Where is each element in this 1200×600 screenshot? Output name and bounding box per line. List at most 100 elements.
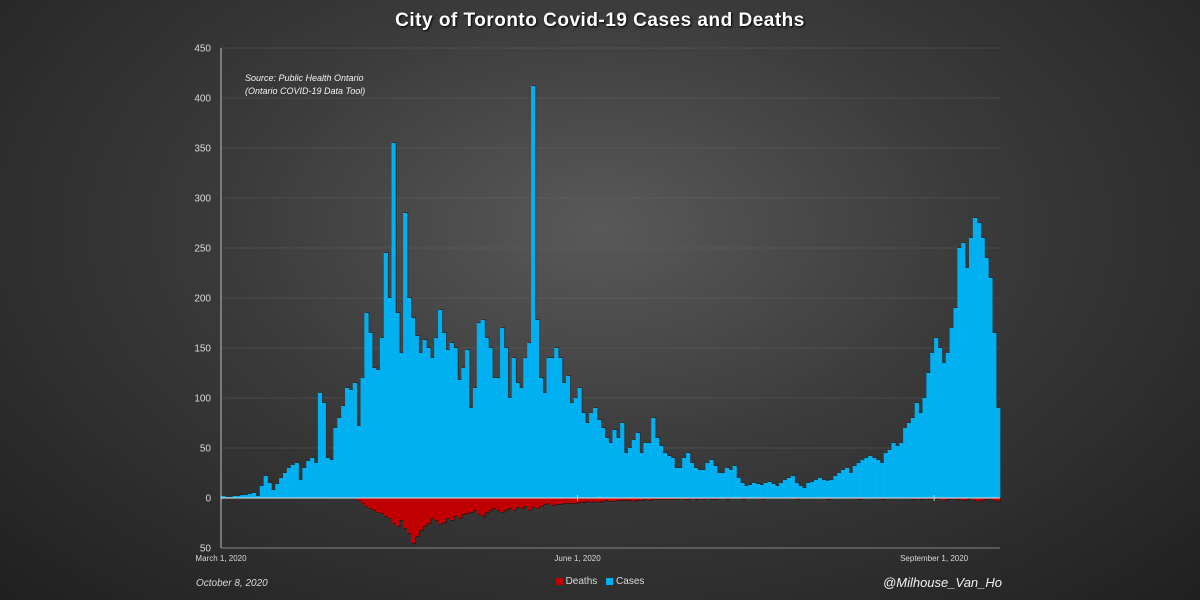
- cases-bar: [589, 413, 594, 498]
- cases-bar: [972, 218, 978, 498]
- cases-bar: [457, 380, 462, 498]
- cases-bar: [593, 408, 598, 498]
- cases-bar: [655, 438, 660, 498]
- cases-bar: [934, 338, 939, 498]
- cases-bar: [550, 358, 555, 498]
- cases-bar: [848, 473, 854, 498]
- cases-bar: [438, 310, 443, 498]
- cases-bar: [755, 484, 761, 498]
- cases-bar: [616, 438, 621, 498]
- cases-bar: [410, 318, 416, 498]
- deaths-bar: [476, 498, 481, 514]
- cases-bar: [918, 413, 923, 498]
- cases-bar: [996, 408, 1001, 498]
- cases-bar: [868, 456, 873, 498]
- cases-bar: [837, 473, 842, 498]
- x-tick-label: June 1, 2020: [554, 554, 601, 563]
- cases-bar: [472, 388, 478, 498]
- cases-bar: [352, 383, 357, 498]
- cases-bar: [651, 418, 656, 498]
- deaths-bar: [484, 498, 489, 512]
- cases-bar: [271, 490, 276, 498]
- cases-bar: [879, 463, 885, 498]
- deaths-bar: [554, 498, 559, 504]
- deaths-bar: [608, 498, 613, 501]
- cases-bar: [360, 378, 365, 498]
- cases-bar: [624, 453, 629, 498]
- cases-bar: [275, 484, 280, 498]
- deaths-bar: [624, 498, 629, 500]
- cases-bar: [573, 398, 578, 498]
- cases-bar: [833, 476, 838, 498]
- deaths-bar: [558, 498, 563, 504]
- cases-bar: [724, 468, 730, 498]
- deaths-bar: [616, 498, 621, 500]
- deaths-bar: [534, 498, 540, 508]
- deaths-bar: [596, 498, 602, 502]
- cases-bar: [821, 480, 826, 498]
- cases-bar: [806, 483, 811, 498]
- cases-bar: [775, 486, 780, 498]
- y-tick-label: 100: [194, 394, 211, 405]
- deaths-bar: [453, 498, 458, 516]
- cases-bar: [662, 453, 667, 498]
- deaths-bar: [604, 498, 609, 500]
- cases-bar: [585, 423, 590, 498]
- cases-bar: [976, 223, 981, 498]
- cases-bar: [887, 450, 892, 498]
- cases-bar: [941, 363, 947, 498]
- y-tick-label: 200: [194, 294, 211, 305]
- deaths-bar: [410, 498, 416, 543]
- chart-title: City of Toronto Covid-19 Cases and Death…: [395, 10, 805, 31]
- cases-bar: [263, 476, 268, 498]
- deaths-bar: [941, 498, 947, 500]
- cases-bar: [484, 338, 489, 498]
- cases-bar: [717, 473, 722, 498]
- deaths-bar: [492, 498, 497, 508]
- cases-bars: [221, 85, 1002, 498]
- deaths-bar: [527, 498, 532, 510]
- cases-bar: [348, 390, 354, 498]
- cases-bar: [507, 398, 512, 498]
- cases-bar: [689, 463, 695, 498]
- cases-bar: [333, 428, 338, 498]
- cases-bar: [709, 460, 714, 498]
- cases-bar: [542, 393, 547, 498]
- cases-bar: [221, 496, 226, 498]
- cases-bar: [968, 238, 974, 498]
- cases-bar: [693, 468, 699, 498]
- cases-bar: [248, 494, 253, 498]
- deaths-bar: [360, 498, 365, 503]
- source-line-2: (Ontario COVID-19 Data Tool): [245, 86, 366, 96]
- cases-bar: [461, 368, 466, 498]
- cases-bar: [992, 333, 997, 498]
- cases-bar: [844, 468, 850, 498]
- cases-bar: [817, 478, 823, 498]
- y-tick-label: 350: [194, 144, 211, 155]
- cases-bar: [298, 480, 303, 498]
- cases-bar: [686, 453, 691, 498]
- cases-bar: [701, 470, 706, 498]
- deaths-bar: [376, 498, 381, 512]
- cases-bar: [267, 483, 272, 498]
- cases-bar: [751, 483, 757, 498]
- deaths-bar: [391, 498, 396, 523]
- deaths-bar: [422, 498, 427, 526]
- deaths-bar: [550, 498, 555, 505]
- deaths-bar: [379, 498, 385, 513]
- cases-bar: [383, 253, 388, 498]
- cases-bar: [872, 458, 877, 498]
- deaths-bar: [589, 498, 594, 502]
- cases-bar: [643, 443, 648, 498]
- cases-bar: [538, 378, 543, 498]
- chart-legend: Deaths Cases: [0, 576, 1200, 588]
- cases-bar: [608, 443, 613, 498]
- cases-bar: [395, 313, 400, 498]
- deaths-bar: [457, 498, 462, 518]
- cases-bar: [286, 468, 292, 498]
- cases-bar: [782, 480, 788, 498]
- cases-bar: [345, 388, 350, 498]
- cases-bar: [860, 460, 865, 498]
- cases-bar: [546, 358, 551, 498]
